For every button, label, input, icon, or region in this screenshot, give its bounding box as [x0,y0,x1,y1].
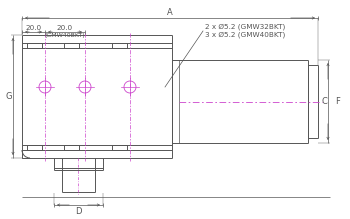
Text: 20.0: 20.0 [26,25,42,31]
Text: 20.0: 20.0 [57,25,73,31]
Text: (GMW40BKT): (GMW40BKT) [45,33,85,38]
Text: A: A [167,8,173,17]
Text: 3 x Ø5.2 (GMW40BKT): 3 x Ø5.2 (GMW40BKT) [205,32,285,38]
Text: D: D [75,207,82,216]
Text: 2 x Ø5.2 (GMW32BKT): 2 x Ø5.2 (GMW32BKT) [205,24,285,30]
Text: G: G [6,92,12,101]
Text: C: C [321,97,327,106]
Text: F: F [336,97,341,106]
